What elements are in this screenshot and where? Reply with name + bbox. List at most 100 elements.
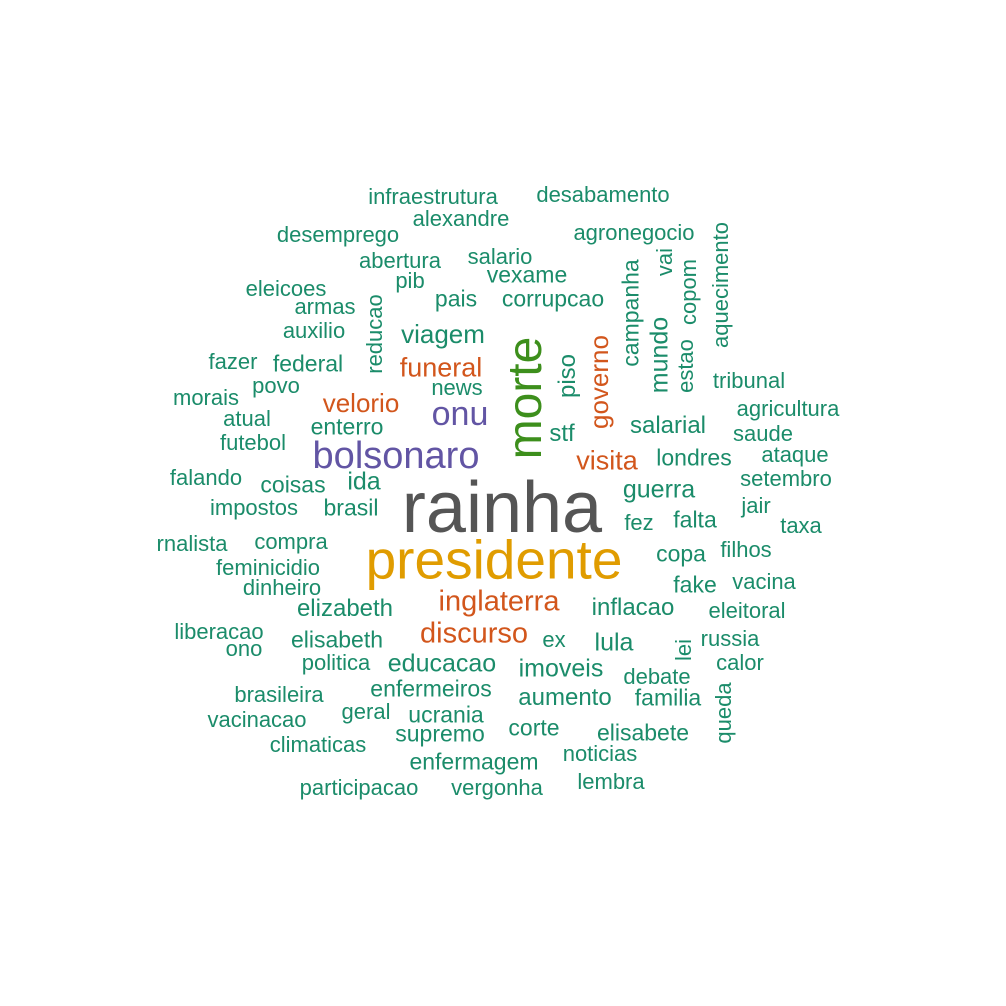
word-ex: ex: [542, 627, 566, 652]
word-piso: piso: [554, 353, 581, 399]
word-setembro: setembro: [740, 466, 832, 491]
word-educacao: educacao: [387, 649, 497, 678]
word-desemprego: desemprego: [276, 222, 400, 247]
word-salarial: salarial: [629, 412, 707, 439]
word-reducao: reducao: [362, 294, 387, 374]
word-ucrania: ucrania: [408, 701, 484, 728]
word-enfermagem: enfermagem: [409, 748, 539, 775]
word-elizabeth: elizabeth: [296, 595, 394, 622]
word-salario: salario: [467, 244, 533, 269]
word-falta: falta: [673, 506, 717, 533]
word-agricultura: agricultura: [736, 396, 840, 421]
word-tribunal: tribunal: [712, 368, 786, 393]
word-abertura: abertura: [359, 248, 441, 273]
word-news: news: [431, 375, 483, 400]
word-inglaterra: inglaterra: [438, 585, 560, 618]
word-aumento: aumento: [518, 684, 612, 711]
word-dinheiro: dinheiro: [242, 575, 322, 600]
word-vergonha: vergonha: [451, 775, 543, 800]
word-noticias: noticias: [562, 741, 638, 766]
word-jair: jair: [741, 493, 771, 518]
word-brasil: brasil: [323, 494, 379, 521]
word-atual: atual: [223, 406, 271, 431]
word-calor: calor: [716, 650, 764, 675]
word-impostos: impostos: [209, 495, 299, 520]
word-corte: corte: [508, 714, 560, 741]
word-funeral: funeral: [399, 352, 483, 383]
word-governo: governo: [584, 335, 614, 429]
word-eleicoes: eleicoes: [245, 276, 327, 301]
word-russia: russia: [700, 626, 760, 651]
word-agronegocio: agronegocio: [573, 220, 695, 245]
word-eleitoral: eleitoral: [708, 598, 786, 623]
word-discurso: discurso: [420, 617, 528, 650]
word-aquecimento: aquecimento: [708, 222, 733, 348]
word-lula: lula: [594, 628, 634, 657]
word-climaticas: climaticas: [269, 732, 367, 757]
word-supremo: supremo: [395, 720, 485, 747]
word-bolsonaro: bolsonaro: [312, 435, 480, 477]
word-morte: morte: [499, 336, 552, 460]
word-londres: londres: [656, 444, 732, 471]
word-povo: povo: [252, 373, 300, 398]
word-familia: familia: [634, 684, 702, 711]
word-elisabete: elisabete: [596, 719, 690, 746]
word-viagem: viagem: [401, 319, 485, 349]
word-enfermeiros: enfermeiros: [370, 675, 492, 702]
word-morais: morais: [172, 385, 240, 410]
word-presidente: presidente: [365, 528, 623, 591]
word-alexandre: alexandre: [412, 206, 510, 231]
word-debate: debate: [623, 664, 691, 689]
word-visita: visita: [576, 445, 638, 476]
word-fazer: fazer: [208, 349, 258, 374]
word-vexame: vexame: [486, 261, 568, 288]
word-feminicidio: feminicidio: [216, 555, 320, 580]
word-queda: queda: [711, 682, 736, 744]
word-guerra: guerra: [622, 475, 696, 504]
word-futebol: futebol: [219, 430, 287, 455]
word-enterro: enterro: [310, 413, 384, 440]
word-lei: lei: [671, 638, 696, 662]
word-coisas: coisas: [260, 471, 326, 498]
word-velorio: velorio: [322, 388, 400, 418]
word-estao: estao: [673, 339, 698, 393]
word-campanha: campanha: [617, 259, 644, 367]
word-copa: copa: [656, 540, 706, 567]
word-saude: saude: [733, 421, 793, 446]
word-ono: ono: [225, 636, 263, 661]
word-vai: vai: [652, 247, 677, 277]
word-taxa: taxa: [780, 513, 822, 538]
word-lembra: lembra: [577, 769, 645, 794]
word-geral: geral: [341, 699, 391, 724]
word-auxilio: auxilio: [282, 318, 346, 343]
word-mundo: mundo: [645, 316, 674, 394]
word-imoveis: imoveis: [518, 654, 604, 683]
word-rainha: rainha: [401, 468, 603, 548]
word-jornalista: rnalista: [156, 531, 228, 556]
word-onu: onu: [431, 395, 489, 433]
word-ida: ida: [347, 467, 381, 496]
word-stf: stf: [549, 420, 575, 447]
word-compra: compra: [254, 529, 328, 554]
word-fez: fez: [624, 510, 654, 535]
word-desabamento: desabamento: [536, 182, 670, 207]
word-vacinacao: vacinacao: [207, 707, 307, 732]
word-participacao: participacao: [299, 775, 419, 800]
word-armas: armas: [294, 294, 356, 319]
word-inflacao: inflacao: [591, 594, 675, 621]
word-corrupcao: corrupcao: [501, 285, 605, 312]
word-copom: copom: [676, 258, 701, 326]
word-falando: falando: [169, 465, 243, 490]
word-pais: pais: [434, 285, 478, 312]
word-fake: fake: [673, 571, 717, 598]
word-brasileira: brasileira: [234, 682, 324, 707]
word-politica: politica: [301, 650, 371, 675]
word-federal: federal: [272, 350, 344, 377]
word-liberacao: liberacao: [174, 619, 264, 644]
word-pib: pib: [395, 268, 425, 293]
word-elisabeth: elisabeth: [290, 626, 384, 653]
word-filhos: filhos: [720, 537, 772, 562]
word-vacina: vacina: [732, 569, 796, 594]
word-ataque: ataque: [761, 442, 829, 467]
word-infraestrutura: infraestrutura: [368, 184, 498, 209]
